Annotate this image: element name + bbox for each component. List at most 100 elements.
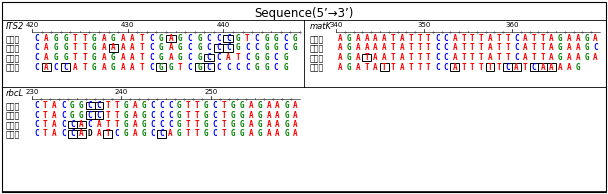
Text: G: G xyxy=(293,43,297,53)
Text: A: A xyxy=(523,43,528,53)
Text: C: C xyxy=(255,43,259,53)
Text: 440: 440 xyxy=(217,22,230,28)
Text: G: G xyxy=(257,111,262,120)
Text: C: C xyxy=(61,130,66,139)
Text: A: A xyxy=(52,130,57,139)
Text: T: T xyxy=(505,34,510,43)
Text: G: G xyxy=(230,130,235,139)
Text: T: T xyxy=(222,120,226,129)
Text: T: T xyxy=(391,43,396,53)
Text: G: G xyxy=(123,120,128,129)
Text: A: A xyxy=(382,43,387,53)
Text: T: T xyxy=(43,111,47,120)
Text: A: A xyxy=(576,34,580,43)
Text: T: T xyxy=(409,34,413,43)
Text: T: T xyxy=(531,34,536,43)
Text: A: A xyxy=(275,101,280,110)
Text: A: A xyxy=(399,43,404,53)
Text: C: C xyxy=(226,34,230,43)
Text: C: C xyxy=(435,53,440,62)
Bar xyxy=(86,101,94,109)
Text: G: G xyxy=(204,101,209,110)
Text: T: T xyxy=(140,62,144,72)
Bar xyxy=(156,63,166,70)
Text: T: T xyxy=(43,120,47,129)
Text: T: T xyxy=(426,53,430,62)
Text: 산조인: 산조인 xyxy=(6,102,20,111)
Text: A: A xyxy=(567,43,572,53)
Bar xyxy=(94,111,103,119)
Text: C: C xyxy=(159,101,164,110)
Text: T: T xyxy=(409,43,413,53)
Text: A: A xyxy=(293,120,298,129)
Text: T: T xyxy=(426,43,430,53)
Text: A: A xyxy=(120,43,125,53)
Text: C: C xyxy=(168,120,173,129)
Text: C: C xyxy=(150,53,154,62)
Text: C: C xyxy=(61,101,66,110)
Text: C: C xyxy=(61,120,66,129)
Text: G: G xyxy=(70,111,75,120)
Text: C: C xyxy=(435,34,440,43)
Bar xyxy=(451,63,459,70)
Text: C: C xyxy=(34,130,39,139)
Text: A: A xyxy=(549,43,554,53)
Text: G: G xyxy=(63,53,68,62)
Bar xyxy=(41,63,51,70)
Text: T: T xyxy=(364,53,369,62)
Text: G: G xyxy=(347,43,351,53)
Text: C: C xyxy=(188,53,192,62)
Text: A: A xyxy=(523,34,528,43)
Text: T: T xyxy=(391,62,396,72)
Text: G: G xyxy=(255,53,259,62)
Text: G: G xyxy=(159,43,164,53)
Text: G: G xyxy=(111,62,116,72)
Text: A: A xyxy=(567,53,572,62)
Text: T: T xyxy=(417,34,422,43)
Text: G: G xyxy=(274,43,278,53)
Text: G: G xyxy=(285,130,289,139)
Text: T: T xyxy=(235,53,240,62)
Text: C: C xyxy=(245,53,250,62)
Text: G: G xyxy=(274,34,278,43)
Bar xyxy=(166,35,176,42)
Text: C: C xyxy=(150,43,154,53)
Text: T: T xyxy=(470,62,475,72)
Text: 340: 340 xyxy=(330,22,343,28)
Text: T: T xyxy=(195,101,199,110)
Text: T: T xyxy=(523,62,528,72)
Text: T: T xyxy=(470,53,475,62)
Text: C: C xyxy=(150,62,154,72)
Text: T: T xyxy=(82,43,87,53)
Text: G: G xyxy=(230,111,235,120)
Text: G: G xyxy=(159,62,164,72)
Text: G: G xyxy=(240,111,244,120)
Text: T: T xyxy=(222,101,226,110)
Bar xyxy=(67,120,77,128)
Text: A: A xyxy=(399,53,404,62)
Bar xyxy=(61,63,71,70)
Text: C: C xyxy=(150,34,154,43)
Text: C: C xyxy=(283,34,288,43)
Text: A: A xyxy=(79,130,83,139)
Text: 420: 420 xyxy=(26,22,39,28)
Text: C: C xyxy=(213,120,218,129)
Text: G: G xyxy=(178,43,182,53)
Text: 전자조: 전자조 xyxy=(6,112,20,120)
Text: A: A xyxy=(576,53,580,62)
Text: A: A xyxy=(293,111,298,120)
Text: 산조인: 산조인 xyxy=(6,35,20,44)
Text: T: T xyxy=(382,62,387,72)
Text: A: A xyxy=(249,120,253,129)
Text: C: C xyxy=(213,111,218,120)
Text: C: C xyxy=(435,62,440,72)
Text: T: T xyxy=(178,62,182,72)
Text: C: C xyxy=(70,130,75,139)
Text: G: G xyxy=(347,34,351,43)
Text: T: T xyxy=(106,111,110,120)
Text: C: C xyxy=(35,34,39,43)
Text: T: T xyxy=(461,53,466,62)
Text: C: C xyxy=(97,101,102,110)
Text: T: T xyxy=(417,62,422,72)
Text: G: G xyxy=(264,62,269,72)
